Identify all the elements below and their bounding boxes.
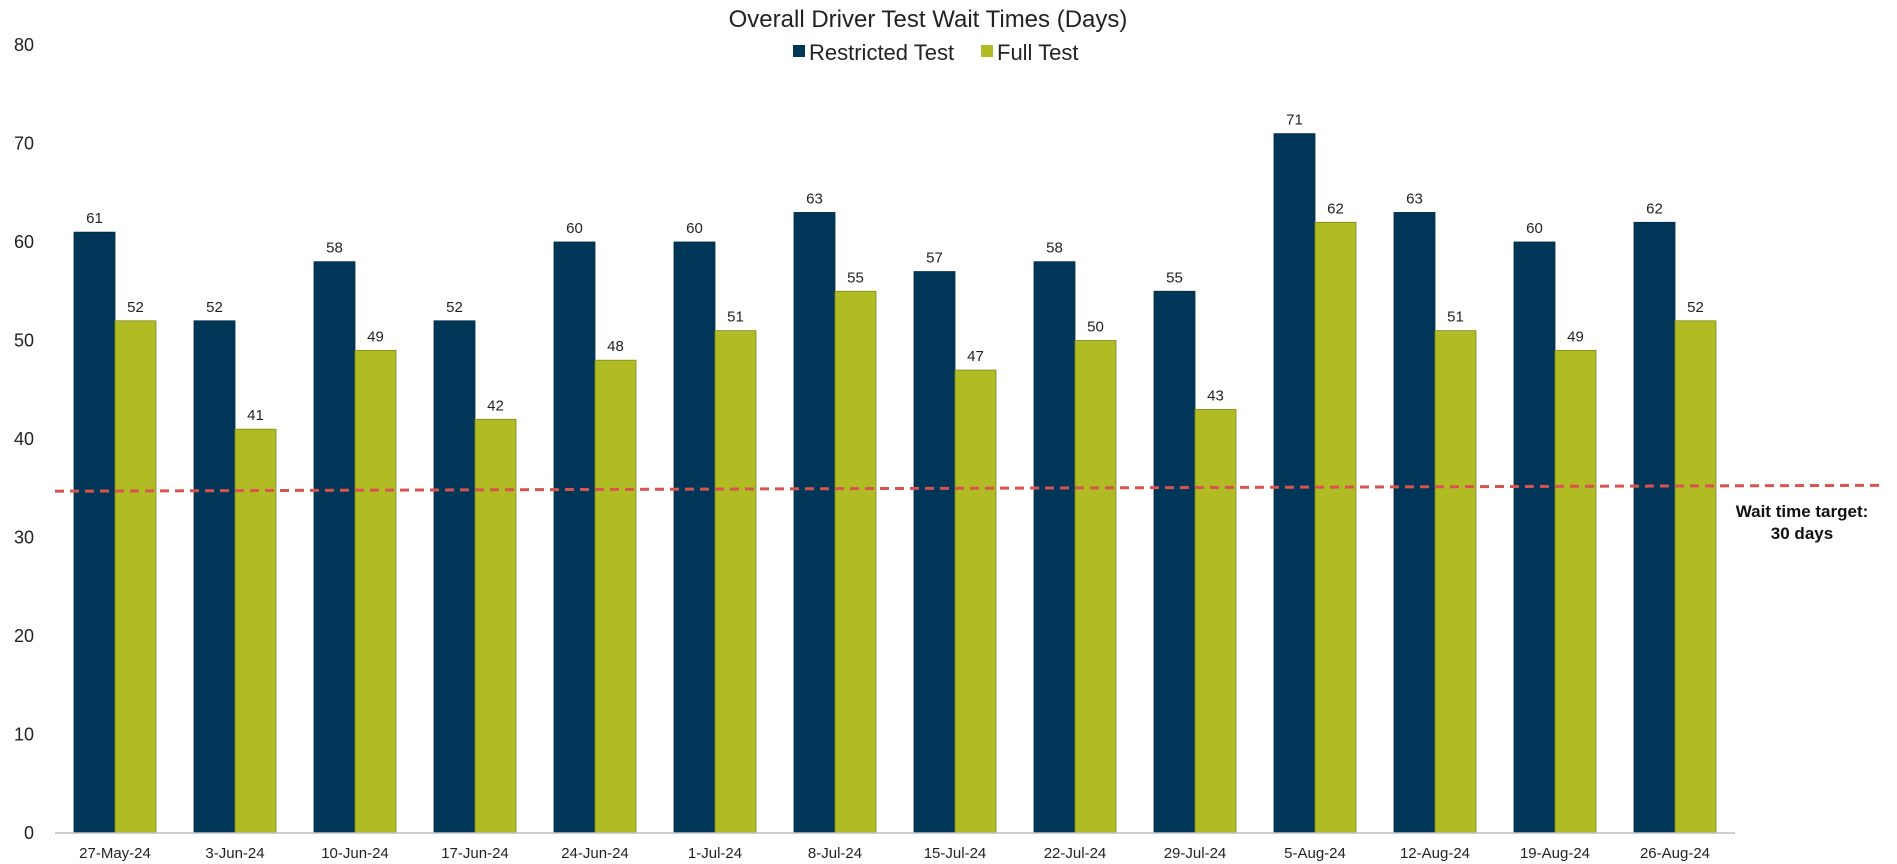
data-label: 49 [1567, 328, 1584, 345]
bar-full-test [1554, 349, 1597, 834]
target-label-line2: 30 days [1771, 524, 1833, 543]
bar-restricted-test [673, 241, 716, 834]
x-tick-label: 17-Jun-24 [441, 845, 509, 862]
y-tick-label: 10 [14, 725, 34, 745]
data-label: 58 [1046, 240, 1063, 257]
bar-full-test [1674, 320, 1717, 834]
y-tick-label: 0 [24, 823, 34, 843]
bar-restricted-test [313, 261, 356, 834]
bar-restricted-test [553, 241, 596, 834]
legend-label: Restricted Test [809, 40, 954, 65]
y-axis: 0 10 20 30 40 50 60 70 80 [14, 35, 34, 843]
y-tick-label: 70 [14, 134, 34, 154]
bars: 61 52 52 41 58 49 52 42 60 48 60 51 63 55 57 47 58 50 55 43… [73, 112, 1717, 834]
x-tick-label: 19-Aug-24 [1520, 845, 1590, 862]
data-label: 51 [1447, 309, 1464, 326]
y-tick-label: 20 [14, 626, 34, 646]
bar-restricted-test [1393, 212, 1436, 834]
bar-full-test [594, 359, 637, 834]
data-label: 60 [566, 220, 583, 237]
data-label: 51 [727, 309, 744, 326]
x-tick-label: 27-May-24 [79, 845, 151, 862]
bar-full-test [234, 428, 277, 834]
data-label: 58 [326, 240, 343, 257]
target-label-line1: Wait time target: [1736, 502, 1869, 521]
data-label: 62 [1327, 200, 1344, 217]
bar-restricted-test [1273, 133, 1316, 834]
x-tick-label: 12-Aug-24 [1400, 845, 1470, 862]
bar-restricted-test [433, 320, 476, 834]
bar-restricted-test [793, 212, 836, 834]
x-tick-label: 3-Jun-24 [205, 845, 264, 862]
legend-label: Full Test [997, 40, 1079, 65]
chart-title: Overall Driver Test Wait Times (Days) [729, 6, 1128, 33]
bar-full-test [834, 290, 877, 834]
x-tick-label: 15-Jul-24 [924, 845, 987, 862]
data-label: 41 [247, 407, 264, 424]
data-label: 42 [487, 397, 504, 414]
data-label: 55 [1166, 269, 1183, 286]
bar-full-test [1074, 340, 1117, 834]
bar-full-test [714, 330, 757, 834]
bar-restricted-test [1633, 221, 1676, 834]
y-tick-label: 40 [14, 429, 34, 449]
y-tick-label: 60 [14, 232, 34, 252]
target-line-group: Wait time target: 30 days [54, 483, 1886, 543]
bar-restricted-test [1033, 261, 1076, 834]
target-line [54, 483, 1886, 493]
bar-restricted-test [913, 271, 956, 834]
data-label: 49 [367, 328, 384, 345]
x-tick-label: 29-Jul-24 [1164, 845, 1227, 862]
bar-restricted-test [1153, 290, 1196, 834]
data-label: 55 [847, 269, 864, 286]
data-label: 50 [1087, 319, 1104, 336]
bar-restricted-test [1513, 241, 1556, 834]
data-label: 63 [806, 190, 823, 207]
y-tick-label: 80 [14, 35, 34, 55]
bar-full-test [354, 349, 397, 834]
bar-restricted-test [73, 231, 116, 834]
x-axis: 27-May-24 3-Jun-24 10-Jun-24 17-Jun-24 24-Ju… [55, 832, 1735, 862]
data-label: 71 [1286, 112, 1303, 129]
bar-full-test [474, 418, 517, 834]
data-label: 47 [967, 348, 984, 365]
data-label: 52 [206, 299, 223, 316]
data-label: 60 [686, 220, 703, 237]
bar-full-test [1434, 330, 1477, 834]
data-label: 61 [86, 210, 103, 227]
data-label: 62 [1646, 200, 1663, 217]
x-tick-label: 22-Jul-24 [1044, 845, 1107, 862]
x-tick-label: 8-Jul-24 [808, 845, 862, 862]
data-label: 60 [1526, 220, 1543, 237]
bar-full-test [954, 369, 997, 834]
x-tick-label: 24-Jun-24 [561, 845, 629, 862]
x-tick-label: 10-Jun-24 [321, 845, 389, 862]
legend-swatch [981, 45, 993, 57]
bar-full-test [1314, 221, 1357, 834]
legend: Restricted Test Full Test [793, 40, 1079, 65]
data-label: 63 [1406, 190, 1423, 207]
data-label: 52 [1687, 299, 1704, 316]
x-tick-label: 5-Aug-24 [1284, 845, 1346, 862]
data-label: 43 [1207, 387, 1224, 404]
y-tick-label: 30 [14, 528, 34, 548]
data-label: 48 [607, 338, 624, 355]
bar-full-test [1194, 409, 1237, 834]
data-label: 57 [926, 250, 943, 267]
legend-swatch [793, 45, 805, 57]
x-tick-label: 26-Aug-24 [1640, 845, 1710, 862]
bar-restricted-test [193, 320, 236, 834]
data-label: 52 [446, 299, 463, 316]
bar-full-test [114, 320, 157, 834]
y-tick-label: 50 [14, 331, 34, 351]
data-label: 52 [127, 299, 144, 316]
x-tick-label: 1-Jul-24 [688, 845, 742, 862]
